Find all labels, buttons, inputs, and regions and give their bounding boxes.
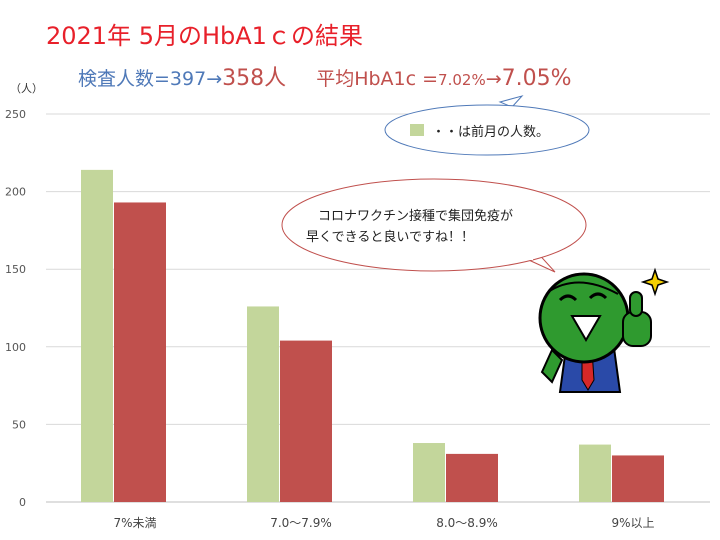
speech-line-1: コロナワクチン接種で集団免疫が — [318, 209, 514, 224]
speech-bubble-shape — [281, 178, 587, 272]
x-tick-label: 8.0〜8.9% — [436, 516, 498, 530]
bars — [81, 169, 664, 503]
bar-current — [280, 340, 332, 502]
y-tick-label: 200 — [5, 186, 26, 199]
bar-previous — [81, 169, 113, 502]
legend-swatch — [410, 124, 424, 136]
bar-previous — [579, 444, 611, 502]
bar-previous — [413, 443, 445, 502]
x-tick-labels: 7%未満 7.0〜7.9% 8.0〜8.9% 9%以上 — [113, 516, 654, 530]
mascot-illustration — [538, 267, 670, 393]
legend-bubble-shape — [384, 104, 590, 156]
chart-title: 2021年 5月のHbA1ｃの結果 — [46, 22, 363, 50]
bar-current — [612, 455, 664, 502]
speech-line-2: 早くできると良いですね！！ — [306, 230, 474, 245]
y-tick-labels: 0 50 100 150 200 250 — [5, 108, 26, 509]
count-arrow: → — [206, 68, 223, 90]
bar-current — [446, 453, 498, 502]
y-tick-label: 50 — [12, 418, 26, 431]
y-tick-label: 250 — [5, 108, 26, 121]
y-axis-unit: （人） — [10, 82, 43, 95]
avg-label: 平均HbA1c = — [316, 68, 439, 90]
x-tick-label: 7%未満 — [113, 516, 156, 530]
avg-arrow: → — [485, 68, 502, 90]
bar-previous — [247, 306, 279, 502]
legend-note: ・・は前月の人数。 — [432, 125, 550, 140]
bar-current — [114, 202, 166, 503]
count-prev: 397 — [169, 68, 207, 90]
avg-prev: 7.02% — [438, 71, 486, 89]
summary-line: 検査人数=397→358人 平均HbA1c =7.02%→7.05% — [78, 60, 572, 92]
avg-now: 7.05% — [501, 66, 572, 91]
count-now: 358人 — [222, 66, 287, 91]
count-label: 検査人数= — [78, 68, 170, 90]
y-tick-label: 0 — [19, 496, 26, 509]
legend-bubble — [498, 95, 524, 108]
y-tick-label: 100 — [5, 341, 26, 354]
speech-bubble-joint — [505, 248, 533, 260]
x-tick-label: 7.0〜7.9% — [270, 516, 332, 530]
y-tick-label: 150 — [5, 263, 26, 276]
x-tick-label: 9%以上 — [611, 516, 654, 530]
